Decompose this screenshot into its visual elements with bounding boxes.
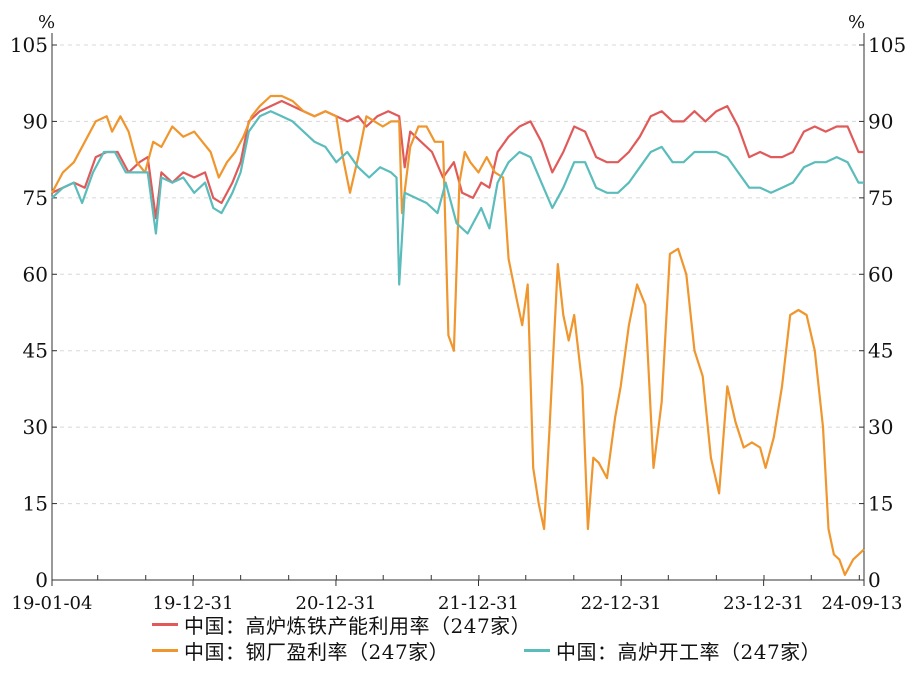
legend-label: 中国：高炉炼铁产能利用率（247家） xyxy=(184,614,532,638)
x-tick-label: 19-12-31 xyxy=(153,593,234,614)
y-tick-label-right: 45 xyxy=(868,339,893,363)
x-tick-label: 21-12-31 xyxy=(438,593,519,614)
x-tick-label: 23-12-31 xyxy=(723,593,804,614)
series-line-1 xyxy=(51,94,865,576)
y-tick-label-left: 45 xyxy=(23,339,48,363)
y-tick-label-right: 30 xyxy=(868,415,893,439)
y-tick-label-right: 90 xyxy=(868,109,893,133)
legend-item-blast-furnace-operating-rate: 中国：高炉开工率（247家） xyxy=(524,636,821,665)
y-tick-label-left: 60 xyxy=(23,262,48,286)
x-tick-label: 19-01-04 xyxy=(12,593,93,614)
legend-label: 中国：钢厂盈利率（247家） xyxy=(184,640,450,664)
y-tick-label-left: 30 xyxy=(23,415,48,439)
legend-item-steel-mill-profitability: 中国：钢厂盈利率（247家） xyxy=(152,636,449,665)
grid xyxy=(52,44,864,505)
axes: % % xyxy=(38,12,865,581)
legend-label: 中国：高炉开工率（247家） xyxy=(556,640,822,664)
right-unit-label: % xyxy=(848,12,865,33)
left-unit-label: % xyxy=(38,12,55,33)
legend-swatch-red xyxy=(152,623,178,626)
x-tick-label: 22-12-31 xyxy=(581,593,662,614)
y-tick-label-right: 75 xyxy=(868,186,893,210)
y-tick-label-left: 90 xyxy=(23,109,48,133)
y-tick-label-left: 75 xyxy=(23,186,48,210)
series-line-2 xyxy=(51,110,864,286)
series-lines xyxy=(51,94,865,576)
y-tick-label-right: 15 xyxy=(868,492,893,516)
series-line-0 xyxy=(51,99,864,220)
y-tick-label-right: 105 xyxy=(868,33,905,57)
y-tick-label-left: 0 xyxy=(35,568,48,592)
y-tick-label-right: 0 xyxy=(868,568,881,592)
legend-item-blast-furnace-capacity-utilization: 中国：高炉炼铁产能利用率（247家） xyxy=(152,610,531,639)
y-tick-label-left: 105 xyxy=(10,33,48,57)
ticks: 0 0 15 15 30 30 45 45 60 60 75 75 90 90 105 105 19-01-04… xyxy=(10,33,905,614)
y-tick-label-left: 15 xyxy=(23,492,48,516)
legend-swatch-orange xyxy=(152,649,178,652)
x-tick-label: 20-12-31 xyxy=(296,593,377,614)
y-tick-label-right: 60 xyxy=(868,262,893,286)
legend-swatch-teal xyxy=(524,649,550,652)
x-tick-label: 24-09-13 xyxy=(822,593,903,614)
